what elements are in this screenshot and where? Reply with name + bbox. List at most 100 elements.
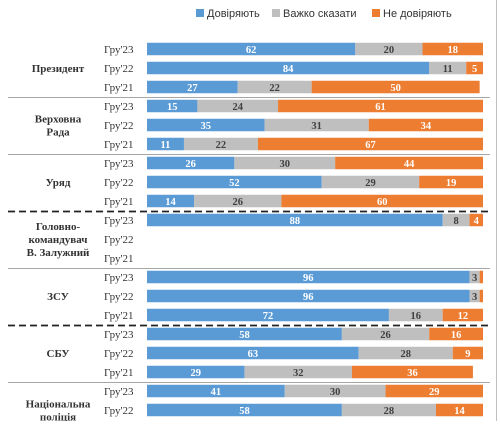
bar-segment-5-1-2	[452, 346, 483, 360]
legend-item-2: Не довіряють	[372, 8, 452, 20]
bar-segment-0-1-0	[147, 61, 430, 75]
bar-value-label-2-2-1: 26	[232, 197, 243, 208]
bar-segment-6-1-1	[341, 403, 436, 417]
bar-segment-0-0-0	[147, 42, 356, 56]
bar-value-label-3-0-2: 4	[474, 216, 480, 227]
bar-value-label-6-1-0: 58	[239, 406, 250, 417]
bar-segment-0-2-0	[147, 80, 238, 94]
bar-value-label-0-0-1: 20	[384, 45, 395, 56]
bar-value-label-2-1-2: 19	[446, 178, 457, 189]
period-label-2-0: Гру'23	[104, 158, 134, 170]
period-label-5-1: Гру'22	[104, 348, 134, 360]
bar-segment-5-2-1	[244, 365, 352, 379]
bar-value-label-6-1-1: 28	[384, 406, 395, 417]
bar-value-label-5-2-0: 29	[190, 368, 201, 379]
bar-value-label-2-1-1: 29	[365, 178, 376, 189]
bar-value-label-4-2-1: 16	[411, 311, 422, 322]
bar-value-label-2-0-2: 44	[404, 159, 415, 170]
period-label-2-2: Гру'21	[104, 196, 134, 208]
bar-value-label-0-2-1: 22	[269, 83, 280, 94]
group-label-1: Верховна Рада	[35, 114, 82, 139]
bar-value-label-2-0-1: 30	[280, 159, 291, 170]
bar-value-label-4-2-0: 72	[263, 311, 274, 322]
bar-segment-1-2-1	[183, 137, 258, 151]
bar-segment-2-0-0	[147, 156, 235, 170]
legend-item-0: Довіряють	[196, 8, 260, 20]
group-label-line: ЗСУ	[47, 291, 69, 303]
bar-value-label-1-0-1: 24	[232, 102, 243, 113]
period-label-6-1: Гру'22	[104, 405, 134, 417]
bar-segment-4-0-1	[469, 270, 480, 284]
bar-segment-5-2-0	[147, 365, 245, 379]
group-label-6: Національна поліція	[26, 399, 91, 422]
bar-value-label-5-0-0: 58	[239, 330, 250, 341]
group-label-0: Президент	[32, 63, 85, 75]
bar-segment-4-1-2	[479, 289, 483, 303]
bar-value-label-0-1-0: 84	[283, 64, 294, 75]
bar-value-label-5-1-2: 9	[465, 349, 470, 360]
bar-value-label-6-0-0: 41	[211, 387, 222, 398]
bar-value-label-2-2-2: 60	[377, 197, 388, 208]
bar-segment-4-0-2	[479, 270, 483, 284]
bar-segment-2-0-1	[234, 156, 336, 170]
bar-value-label-1-1-0: 35	[201, 121, 212, 132]
bar-segment-4-0-0	[147, 270, 470, 284]
period-label-4-0: Гру'23	[104, 272, 134, 284]
period-label-0-2: Гру'21	[104, 82, 134, 94]
bar-segment-0-2-1	[237, 80, 312, 94]
bar-value-label-1-2-0: 11	[161, 140, 171, 151]
bar-value-label-4-0-1: 3	[472, 273, 477, 284]
group-label-3: Головно-командувач В. Залужний	[27, 221, 90, 259]
period-label-5-0: Гру'23	[104, 329, 134, 341]
bar-segment-2-2-1	[194, 194, 282, 208]
bar-value-label-1-1-2: 34	[421, 121, 432, 132]
bar-segment-1-1-2	[368, 118, 483, 132]
bar-segment-0-1-2	[466, 61, 483, 75]
bar-segment-4-1-1	[469, 289, 480, 303]
bar-value-label-0-0-2: 18	[448, 45, 459, 56]
bar-segment-5-1-1	[358, 346, 453, 360]
bar-value-label-5-0-1: 26	[380, 330, 391, 341]
bar-value-label-0-0-0: 62	[246, 45, 257, 56]
group-label-line: Головно-	[36, 221, 81, 233]
group-label-line: Президент	[32, 63, 85, 75]
legend-item-1: Важко сказати	[272, 8, 357, 20]
bar-segment-6-0-0	[147, 384, 285, 398]
bar-value-label-5-2-2: 36	[407, 368, 418, 379]
bar-value-label-4-1-1: 3	[472, 292, 477, 303]
bar-segment-2-2-2	[281, 194, 483, 208]
bar-value-label-0-1-1: 11	[443, 64, 453, 75]
bar-segment-6-0-2	[385, 384, 483, 398]
bar-segment-0-1-1	[429, 61, 467, 75]
bar-segment-6-0-1	[284, 384, 386, 398]
bar-segment-0-2-2	[311, 80, 480, 94]
bar-value-label-6-0-1: 30	[330, 387, 341, 398]
period-label-1-1: Гру'22	[104, 120, 134, 132]
bar-segment-5-1-0	[147, 346, 359, 360]
bar-value-label-0-2-2: 50	[390, 83, 401, 94]
bar-value-label-4-0-0: 96	[303, 273, 314, 284]
group-label-line: поліція	[40, 412, 76, 422]
period-label-2-1: Гру'22	[104, 177, 134, 189]
bar-segment-1-2-0	[147, 137, 184, 151]
period-label-4-2: Гру'21	[104, 310, 134, 322]
group-label-5: СБУ	[47, 348, 70, 360]
group-label-line: В. Залужний	[27, 247, 90, 259]
bar-segment-1-2-2	[257, 137, 483, 151]
bar-segment-1-0-2	[278, 99, 483, 113]
group-label-line: Національна	[26, 399, 91, 411]
period-label-6-0: Гру'23	[104, 386, 134, 398]
group-label-line: командувач	[28, 234, 87, 246]
bar-segment-5-0-0	[147, 327, 342, 341]
bar-segment-2-1-0	[147, 175, 322, 189]
group-label-line: Уряд	[46, 177, 71, 189]
group-label-line: Верховна	[35, 114, 82, 126]
bar-value-label-5-1-0: 63	[248, 349, 259, 360]
legend-label-1: Важко сказати	[283, 8, 357, 20]
period-label-0-0: Гру'23	[104, 44, 134, 56]
bar-value-label-4-1-0: 96	[303, 292, 314, 303]
legend-swatch-0	[196, 9, 204, 17]
bar-value-label-1-2-2: 67	[365, 140, 376, 151]
bar-value-label-5-2-1: 32	[293, 368, 304, 379]
